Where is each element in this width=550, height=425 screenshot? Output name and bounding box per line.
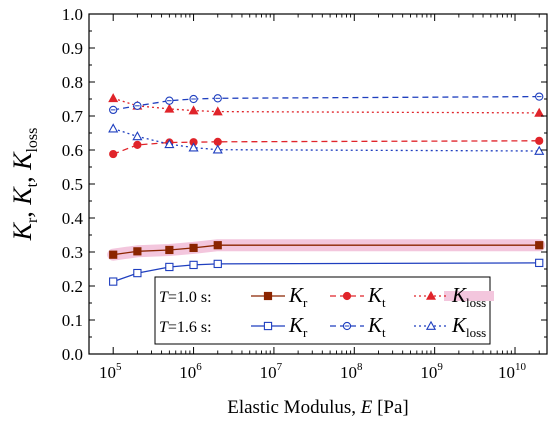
data-point bbox=[189, 260, 198, 270]
legend-entry-label: Kt bbox=[367, 283, 386, 310]
legend-entry-label: Kr bbox=[288, 313, 308, 340]
y-axis-title: Kr, Kt, Kloss bbox=[8, 128, 41, 242]
legend-marker bbox=[425, 320, 437, 330]
y-tick-label: 0.4 bbox=[62, 209, 84, 228]
data-point bbox=[534, 145, 545, 155]
tick-layer: 0.0 0.1 0.2 0.3 0.4 0.5 0.6 0.7 0.8 0.9 1.0 105 106 1… bbox=[62, 5, 547, 382]
series-line bbox=[113, 95, 540, 111]
data-point bbox=[212, 144, 223, 154]
legend-row-label: T=1.6 s: bbox=[159, 319, 212, 336]
y-tick-label: 0.3 bbox=[62, 243, 83, 262]
y-tick-label: 0.6 bbox=[62, 141, 83, 160]
data-point bbox=[109, 149, 118, 159]
data-point bbox=[189, 243, 198, 253]
legend-marker bbox=[426, 290, 436, 300]
series-layer bbox=[108, 92, 545, 286]
data-point bbox=[108, 93, 119, 103]
y-tick-label: 0.0 bbox=[62, 345, 83, 364]
data-point bbox=[212, 106, 223, 116]
data-point bbox=[108, 123, 119, 133]
x-axis-title: Elastic Modulus, E [Pa] bbox=[227, 397, 409, 418]
legend-box bbox=[154, 276, 491, 345]
data-point bbox=[164, 138, 175, 149]
series-K_t-16 bbox=[109, 92, 544, 115]
data-point bbox=[165, 262, 174, 272]
data-point bbox=[133, 268, 142, 278]
legend-row-label: T=1.0 s: bbox=[159, 289, 212, 306]
x-tick-label: 108 bbox=[340, 361, 363, 382]
y-tick-label: 0.7 bbox=[62, 107, 84, 126]
legend-entry-label: Kt bbox=[367, 313, 386, 340]
y-tick-label: 0.1 bbox=[62, 311, 83, 330]
legend-marker bbox=[263, 291, 273, 301]
data-point bbox=[109, 277, 118, 286]
y-tick-label: 1.0 bbox=[62, 5, 83, 24]
data-point bbox=[132, 131, 143, 141]
x-tick-label: 109 bbox=[420, 361, 443, 382]
data-point bbox=[188, 105, 199, 115]
series-line bbox=[112, 140, 540, 155]
data-point bbox=[534, 107, 545, 117]
data-point bbox=[164, 103, 175, 113]
data-point bbox=[165, 245, 174, 255]
data-point bbox=[535, 258, 544, 268]
legend-marker bbox=[263, 321, 273, 331]
y-tick-label: 0.5 bbox=[62, 175, 83, 194]
data-point bbox=[213, 137, 222, 146]
series-K_loss-16 bbox=[108, 123, 545, 155]
data-point bbox=[535, 241, 544, 250]
data-point bbox=[133, 140, 142, 149]
data-point bbox=[213, 259, 222, 269]
series-K_r-10 bbox=[109, 241, 544, 259]
y-tick-label: 0.9 bbox=[62, 39, 83, 58]
series-line bbox=[113, 97, 540, 114]
legend-marker bbox=[342, 291, 352, 301]
data-point bbox=[133, 247, 142, 256]
data-point bbox=[109, 250, 118, 259]
y-tick-label: 0.2 bbox=[62, 277, 83, 296]
data-point bbox=[535, 136, 544, 145]
x-tick-label: 107 bbox=[260, 361, 283, 382]
series-K_t-10 bbox=[109, 136, 544, 159]
x-tick-label: 105 bbox=[99, 361, 122, 382]
y-tick-label: 0.8 bbox=[62, 73, 83, 92]
data-point bbox=[213, 241, 222, 250]
x-tick-label: 1010 bbox=[498, 361, 527, 382]
data-point bbox=[188, 142, 199, 152]
x-tick-label: 106 bbox=[179, 361, 202, 382]
series-line bbox=[113, 127, 540, 152]
legend-entry-label: Kr bbox=[288, 283, 308, 310]
series-K_r-16 bbox=[109, 258, 544, 286]
